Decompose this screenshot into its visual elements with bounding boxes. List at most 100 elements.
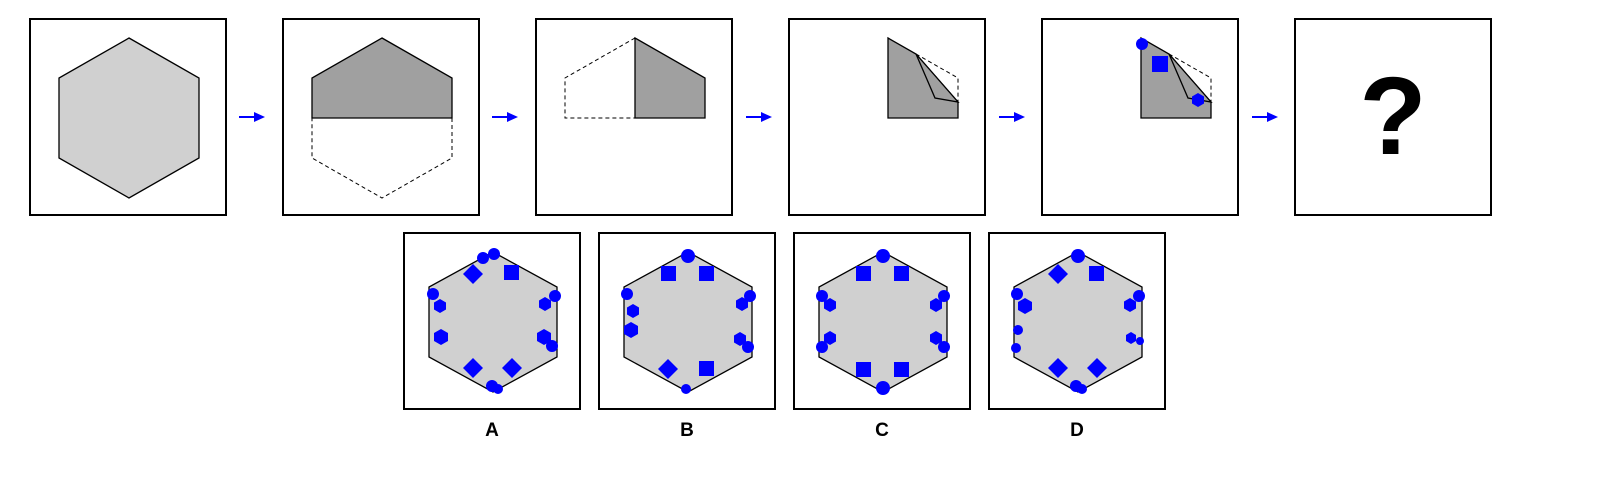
hexagon-punch: [930, 331, 942, 345]
unfolded-hexagon: [623, 251, 753, 393]
circle-punch: [1136, 337, 1144, 345]
square-punch: [894, 362, 909, 377]
hexagon-punch: [930, 298, 942, 312]
option-d-panel[interactable]: [988, 232, 1166, 410]
step-4-diagram: [887, 36, 960, 119]
question-panel: ?: [1294, 18, 1492, 216]
option-a-diagram: [427, 248, 561, 394]
option-c-panel[interactable]: [793, 232, 971, 410]
option-c-diagram: [816, 249, 950, 395]
step-3-panel: [535, 18, 733, 216]
circle-punch: [1071, 249, 1085, 263]
hexagon-punch: [434, 299, 446, 313]
step-5-panel: [1041, 18, 1239, 216]
hexagon-punch: [1124, 298, 1136, 312]
option-b-label[interactable]: B: [680, 420, 694, 441]
folded-away-outline: [564, 37, 636, 119]
hexagon-punch: [624, 322, 638, 338]
circle-punch: [1077, 384, 1087, 394]
unfolded-hexagon: [818, 251, 948, 393]
diamond-punch: [1048, 358, 1068, 378]
circle-punch: [621, 288, 633, 300]
diamond-punch: [463, 358, 483, 378]
diamond-punch: [502, 358, 522, 378]
step-2-panel: [282, 18, 480, 216]
step-1-diagram: [58, 37, 200, 199]
unfolded-hexagon: [58, 37, 200, 199]
question-mark: ?: [1359, 55, 1427, 178]
step-3-diagram: [564, 36, 706, 119]
square-punch: [894, 266, 909, 281]
circle-punch: [1011, 288, 1023, 300]
circle-punch: [744, 290, 756, 302]
circle-punch: [876, 249, 890, 263]
square-punch: [661, 266, 676, 281]
right-arrow-icon: [239, 112, 265, 122]
right-arrow-icon: [999, 112, 1025, 122]
diamond-punch: [658, 359, 678, 379]
folded-half: [311, 37, 453, 119]
right-arrow-icon: [1252, 112, 1278, 122]
hexagon-punch: [824, 331, 836, 345]
square-punch: [1152, 56, 1168, 72]
circle-punch: [493, 384, 503, 394]
corner-flap: [915, 53, 960, 103]
circle-punch: [816, 290, 828, 302]
square-punch: [1089, 266, 1104, 281]
folded-eighth: [1140, 36, 1212, 119]
hexagon-punch: [736, 297, 748, 311]
hexagon-punch: [734, 332, 746, 346]
step-2-diagram: [311, 37, 453, 199]
hexagon-punch: [1126, 332, 1136, 344]
circle-punch: [742, 341, 754, 353]
diamond-punch: [463, 264, 483, 284]
square-punch: [856, 362, 871, 377]
circle-punch: [681, 249, 695, 263]
circle-punch: [938, 290, 950, 302]
square-punch: [504, 265, 519, 280]
folded-away-outline: [1168, 53, 1212, 104]
hexagon-punch: [539, 297, 551, 311]
circle-punch: [1136, 38, 1148, 50]
square-punch: [699, 361, 714, 376]
circle-punch: [816, 341, 828, 353]
hexagon-punch: [434, 329, 448, 345]
circle-punch: [938, 341, 950, 353]
circle-punch: [876, 381, 890, 395]
hexagon-punch: [1018, 298, 1032, 314]
circle-punch: [427, 288, 439, 300]
option-b-panel[interactable]: [598, 232, 776, 410]
option-c-label[interactable]: C: [875, 420, 889, 441]
option-d-diagram: [1011, 249, 1145, 394]
circle-punch: [549, 290, 561, 302]
option-d-label[interactable]: D: [1070, 420, 1084, 441]
hexagon-punch: [1192, 93, 1204, 107]
right-arrow-icon: [492, 112, 518, 122]
option-a-label[interactable]: A: [485, 420, 499, 441]
folded-away-outline: [311, 117, 453, 199]
step-5-diagram: [1136, 36, 1213, 119]
circle-punch: [488, 248, 500, 260]
circle-punch: [681, 384, 691, 394]
right-arrow-icon: [746, 112, 772, 122]
circle-punch: [546, 340, 558, 352]
hexagon-punch: [627, 304, 639, 318]
folded-quarter: [634, 36, 706, 119]
step-1-panel: [29, 18, 227, 216]
hexagon-punch: [824, 298, 836, 312]
square-punch: [699, 266, 714, 281]
circle-punch: [1011, 343, 1021, 353]
step-4-panel: [788, 18, 986, 216]
square-punch: [856, 266, 871, 281]
unfolded-hexagon: [428, 251, 558, 393]
folded-away-outline: [915, 53, 959, 104]
diamond-punch: [1048, 264, 1068, 284]
circle-punch: [1013, 325, 1023, 335]
option-a-panel[interactable]: [403, 232, 581, 410]
circle-punch: [477, 252, 489, 264]
option-b-diagram: [621, 249, 756, 394]
folded-eighth: [887, 36, 959, 119]
hexagon-punch: [537, 329, 551, 345]
circle-punch: [1133, 290, 1145, 302]
unfolded-hexagon: [1013, 251, 1143, 393]
